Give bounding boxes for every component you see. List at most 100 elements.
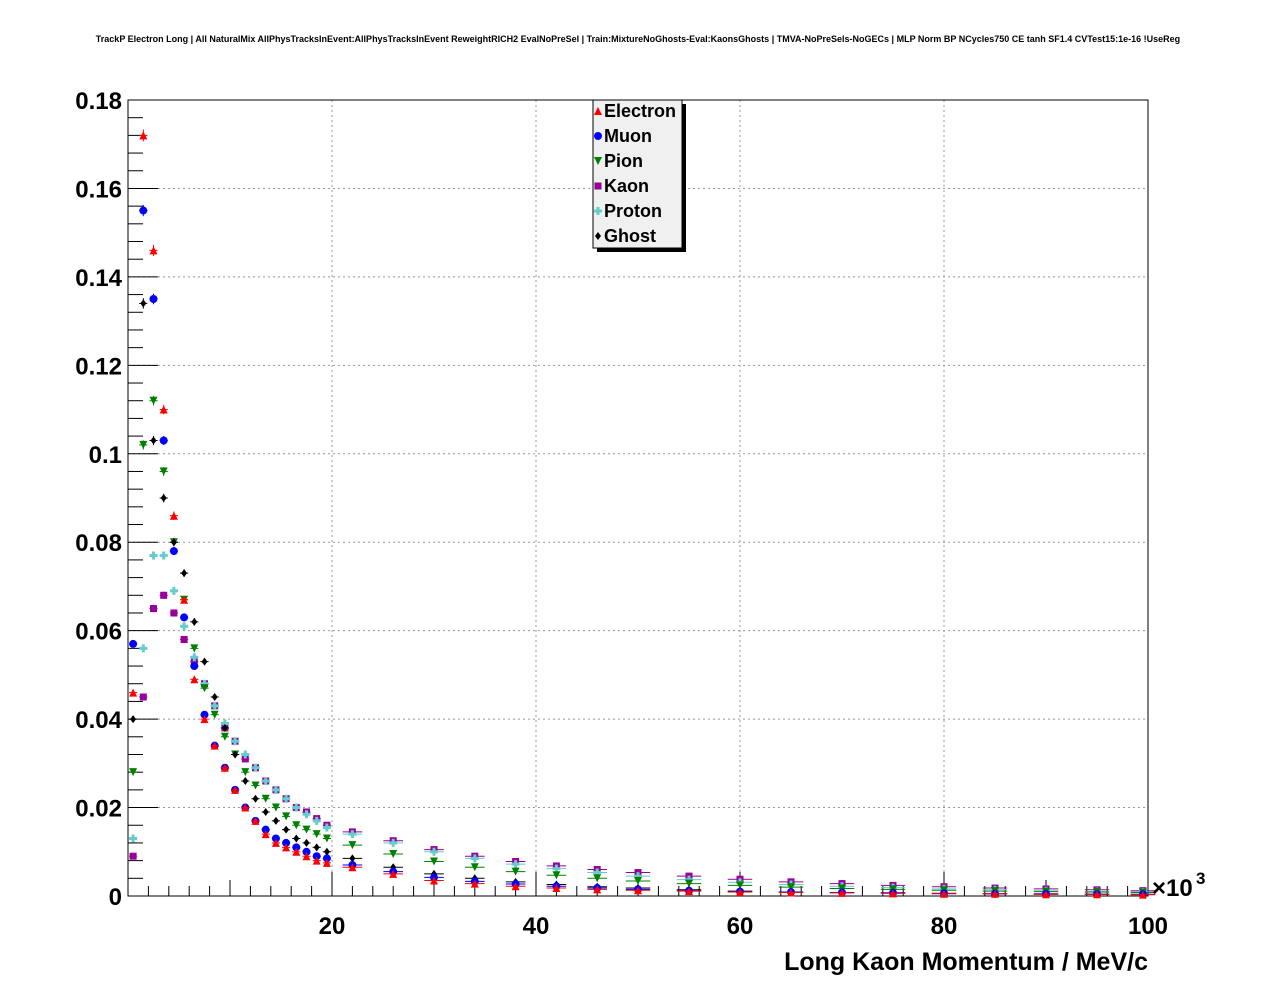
data-point [349,854,356,863]
data-point [282,838,291,847]
legend-marker [594,107,602,115]
data-point [190,644,199,653]
data-point [170,609,178,617]
data-point [159,405,168,414]
data-point [430,847,438,856]
data-point [190,675,199,684]
data-point [139,644,148,653]
data-point [139,131,148,140]
legend-item-muon: Muon [594,126,652,146]
data-point [511,882,520,891]
data-point [241,755,249,763]
data-point [389,849,398,858]
legend-marker [594,182,602,190]
data-point [139,440,148,449]
data-point [889,889,897,898]
y-tick-label: 0.06 [75,619,122,646]
y-tick-label: 0 [109,884,122,911]
data-point [272,816,279,825]
data-point [302,825,311,834]
data-point [323,847,330,856]
data-point [282,794,291,803]
legend-label: Proton [604,201,662,221]
data-point [348,841,357,850]
data-point [241,803,250,812]
x-multiplier-exponent: 3 [1196,869,1205,888]
legend-item-electron: Electron [594,101,676,121]
data-point [261,825,270,834]
y-tick-label: 0.14 [75,265,122,292]
series-electron [129,129,1156,899]
y-tick-label: 0.12 [75,353,122,380]
data-point [160,591,168,599]
chart-title: TrackP Electron Long | All NaturalMix Al… [96,34,1180,44]
data-point [231,737,240,746]
data-point [169,511,178,520]
data-point [159,551,168,560]
data-point [129,852,137,860]
x-tick-label: 20 [319,913,346,940]
legend-box [592,99,683,249]
data-point [220,763,229,772]
data-point [303,838,310,847]
series-muon [129,204,1156,899]
data-point [232,750,239,759]
data-point [312,816,321,825]
data-point [191,617,198,626]
data-point [470,879,479,888]
series-kaon [129,591,1156,895]
data-point [169,586,178,595]
data-point [150,605,157,613]
data-point [169,547,178,556]
data-point [838,888,846,897]
data-point [430,876,438,885]
data-point [312,856,321,865]
data-point [593,885,602,894]
data-point [1042,890,1050,899]
data-point [180,595,189,604]
legend-item-pion: Pion [594,151,643,171]
data-point [348,863,357,872]
legend-label: Kaon [604,176,649,196]
data-point [130,715,137,724]
data-point [991,889,999,898]
legend: Electron Muon Pion Kaon Proton Ghost [592,99,686,252]
data-point [129,768,138,777]
data-point [201,657,208,666]
data-point [129,834,138,843]
legend-marker [595,232,601,240]
y-tick-label: 0.1 [89,442,122,469]
data-point [271,803,280,812]
data-point [190,653,199,662]
data-point [211,693,218,701]
data-point [241,750,250,759]
data-point [150,436,157,445]
data-point [302,852,311,861]
data-point [282,812,291,821]
data-point [210,741,219,750]
data-point [389,869,398,878]
data-point [552,871,561,880]
data-point [322,823,331,832]
data-point [552,884,561,893]
data-marks [129,129,1156,899]
data-point [251,781,260,790]
data-point [149,551,158,560]
y-tick-label: 0.18 [75,88,122,115]
data-point [139,693,147,701]
data-point [271,785,280,794]
series-pion [129,395,1156,897]
data-point [736,888,744,897]
data-point [220,732,229,741]
data-point [149,295,158,303]
x-tick-label: 60 [727,913,754,940]
data-point [282,843,291,852]
data-point [940,889,948,898]
data-point [292,847,301,856]
y-tick-label: 0.02 [75,796,122,823]
legend-label: Electron [604,101,676,121]
data-point [221,723,228,732]
data-point [271,834,280,843]
data-point [292,843,301,852]
